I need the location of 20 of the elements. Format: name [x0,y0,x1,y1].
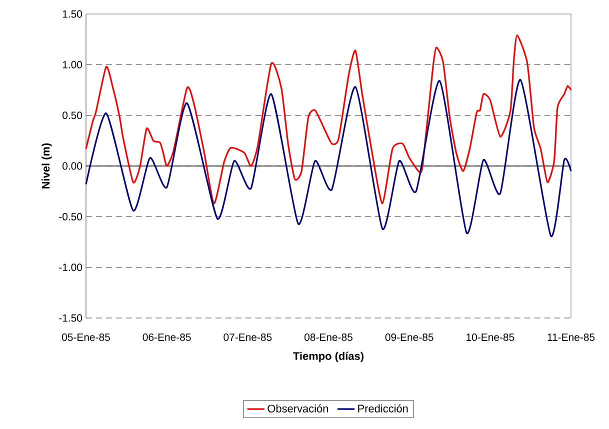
x-tick-label: 11-Ene-85 [548,334,595,341]
y-axis-title: Nivel (m) [42,143,52,188]
x-tick-label: 09-Ene-85 [385,334,434,341]
y-tick-label: -0.50 [59,212,82,220]
y-tick-label: 1.50 [62,10,82,18]
line-series [85,34,572,204]
line-series [85,79,572,237]
y-tick-label: -1.00 [59,264,82,272]
y-tick-label: 0.00 [62,162,82,170]
x-tick-label: 05-Ene-85 [62,334,110,341]
y-tick-label: 0.50 [62,112,82,120]
x-tick-label: 06-Ene-85 [142,334,191,341]
x-axis-title: Tiempo (días) [293,352,364,362]
y-tick-label: 1.00 [62,60,82,68]
x-tick-label: 07-Ene-85 [224,334,272,341]
legend-label: Observación [268,404,328,412]
x-tick-label: 10-Ene-85 [466,334,514,341]
y-tick-label: -1.50 [59,314,82,322]
legend-label: Predicción [358,404,408,412]
x-tick-label: 08-Ene-85 [304,334,352,341]
